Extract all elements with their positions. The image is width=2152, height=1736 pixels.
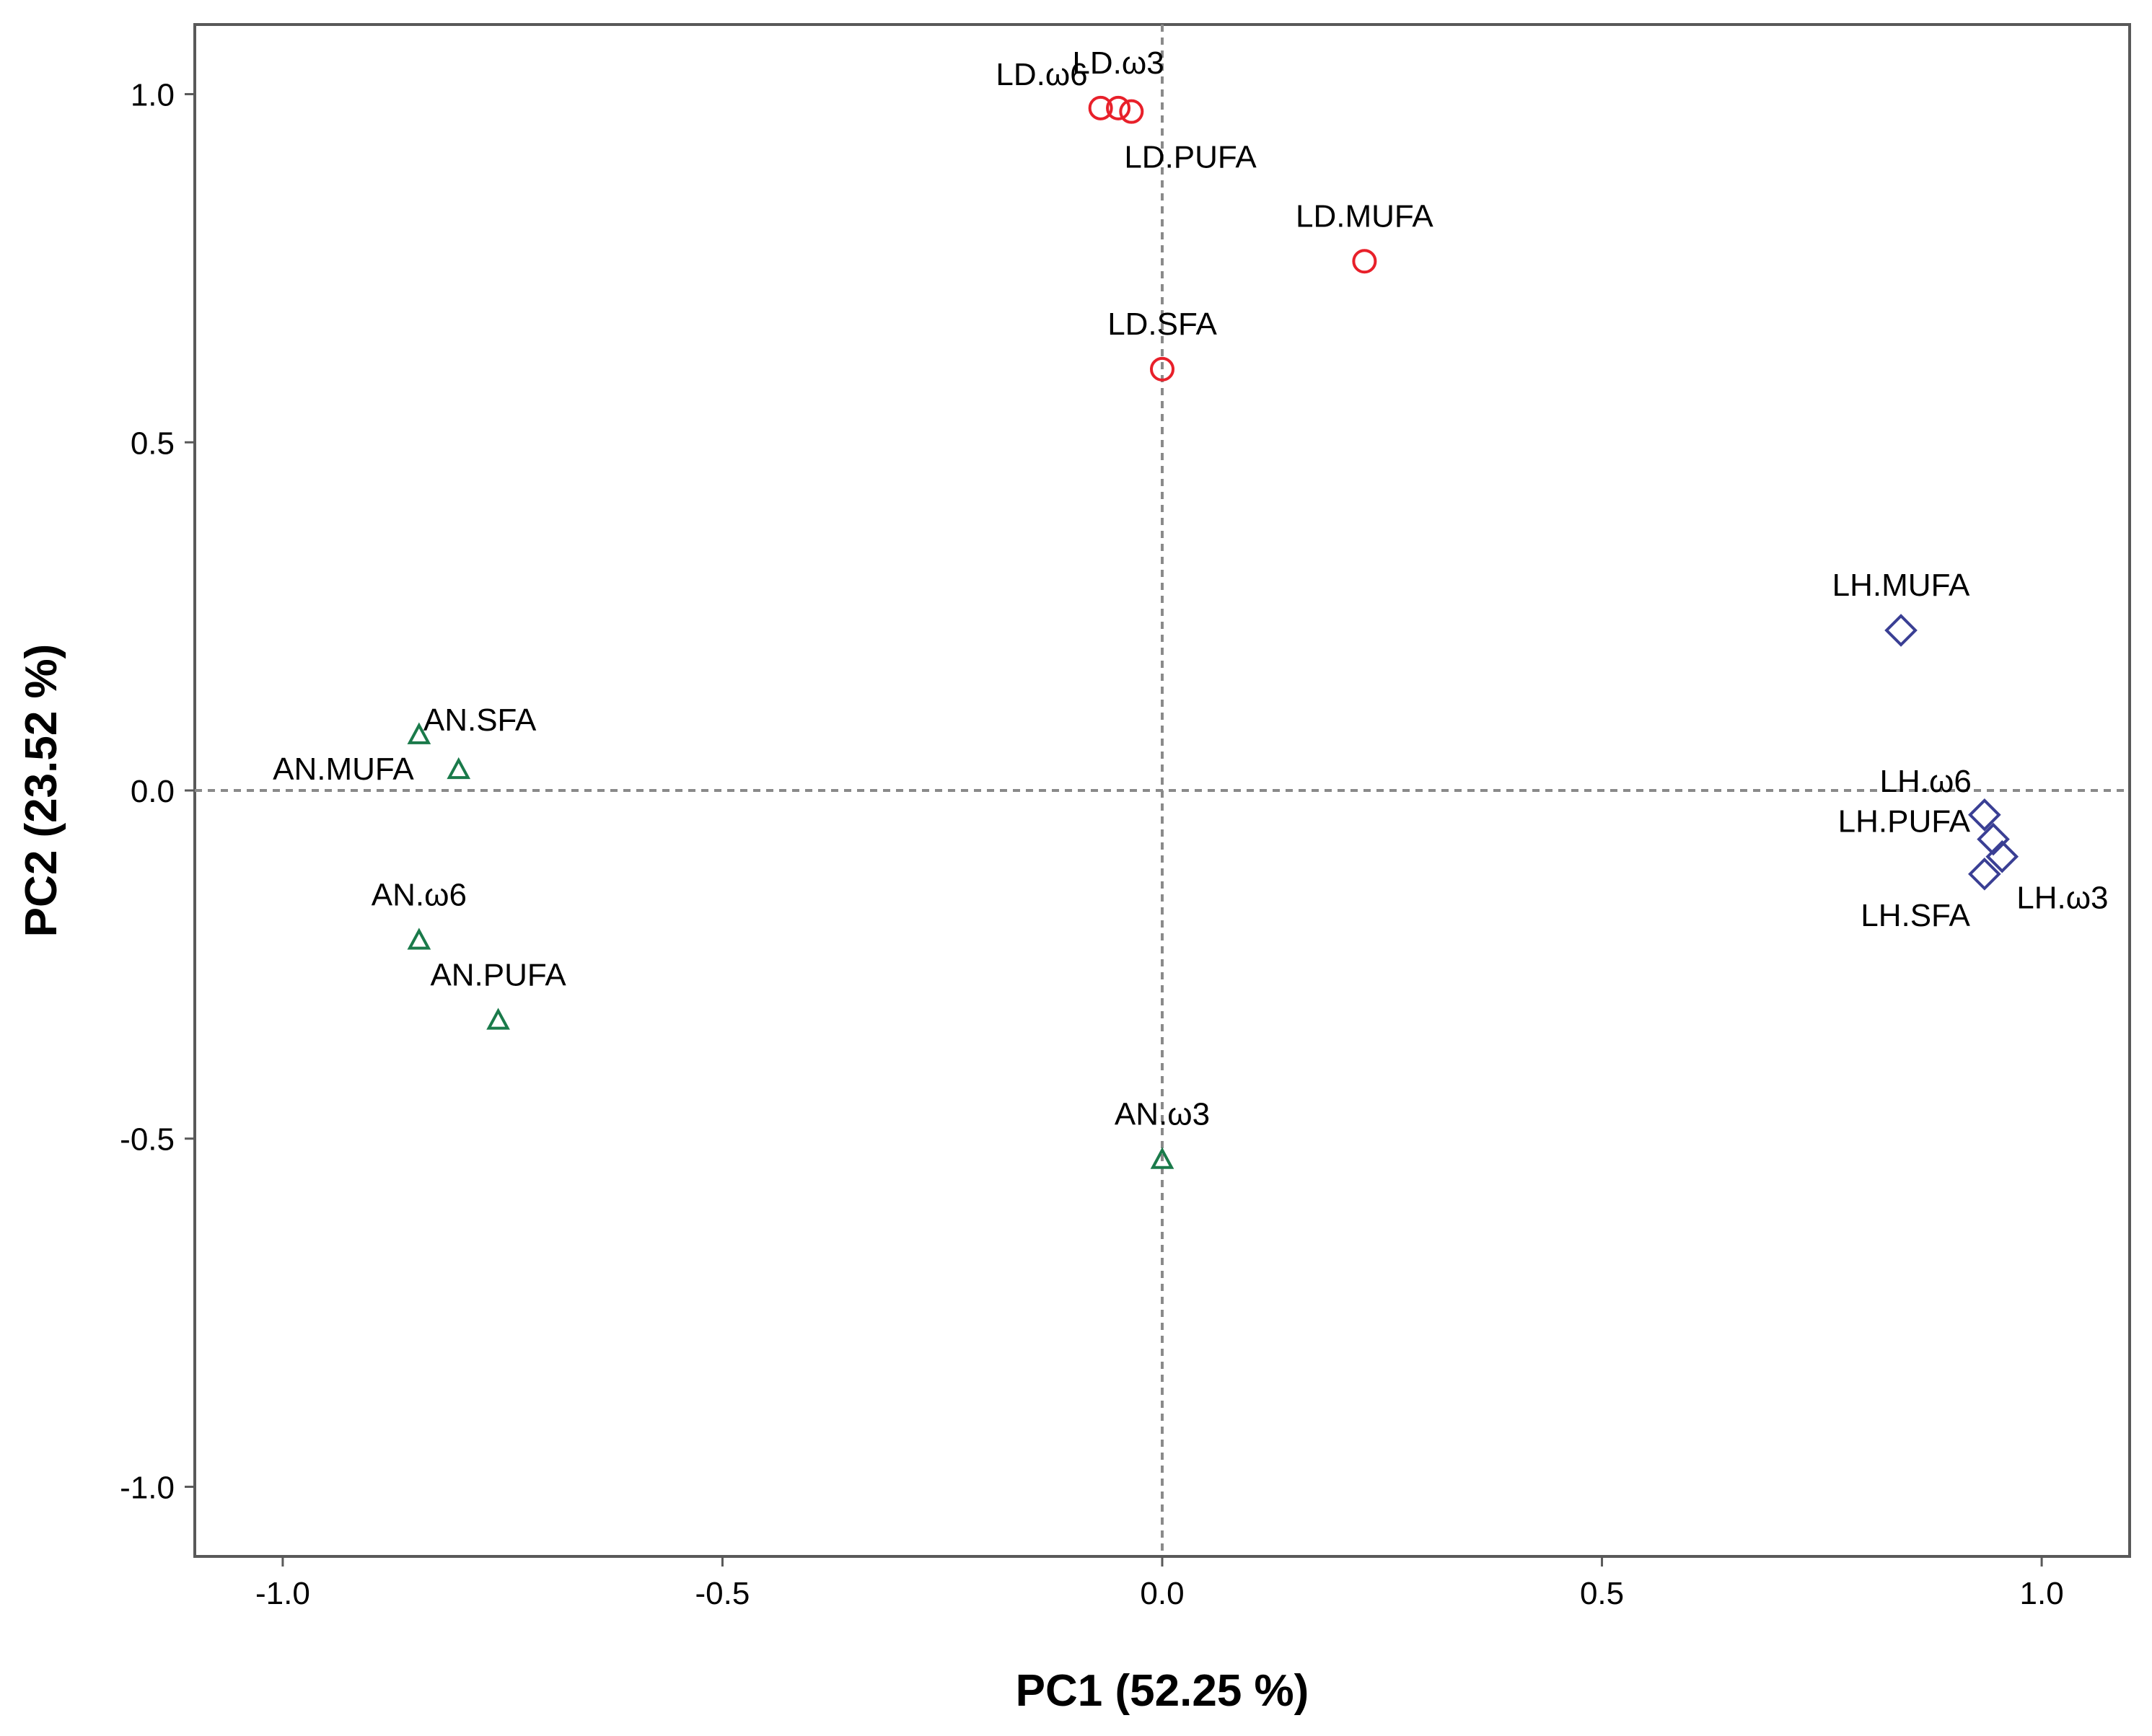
label-an-3: AN.ω3 [1115, 1097, 1210, 1132]
label-ld-mufa: LD.MUFA [1296, 198, 1433, 234]
y-tick-label: -1.0 [120, 1470, 175, 1505]
point-ld-mufa [1352, 249, 1377, 274]
point-an-pufa [486, 1008, 510, 1030]
x-axis-title: PC1 (52.25 %) [1016, 1666, 1309, 1716]
point-lh-mufa [1884, 614, 1918, 647]
x-tick-label: -0.5 [695, 1576, 750, 1611]
y-tick-label: 0.0 [131, 774, 175, 809]
x-tick-label: 1.0 [2020, 1576, 2064, 1611]
point-lh-sfa [1968, 858, 2001, 891]
point-an-3 [1150, 1147, 1174, 1169]
label-ld-pufa: LD.PUFA [1124, 140, 1257, 175]
label-lh-pufa: LH.PUFA [1838, 804, 1971, 840]
y-tick-label: 0.5 [131, 426, 175, 461]
point-lh-6 [1968, 798, 2001, 832]
y-tick-label: 1.0 [131, 78, 175, 113]
label-lh-3: LH.ω3 [2016, 881, 2108, 916]
data-points [407, 95, 2019, 1169]
x-tick-label: 0.0 [1140, 1576, 1184, 1611]
point-ld-sfa [1150, 356, 1174, 382]
x-axis: -1.0 -0.5 0.0 0.5 1.0 [255, 1556, 2064, 1611]
label-ld-6: LD.ω6 [996, 57, 1087, 92]
label-lh-sfa: LH.SFA [1861, 898, 1970, 933]
label-an-pufa: AN.PUFA [430, 958, 566, 993]
x-tick-label: 0.5 [1580, 1576, 1624, 1611]
label-lh-mufa: LH.MUFA [1832, 568, 1970, 603]
x-tick-label: -1.0 [255, 1576, 310, 1611]
point-ld-6 [1088, 95, 1113, 120]
label-an-6: AN.ω6 [372, 878, 467, 913]
y-tick-label: -0.5 [120, 1122, 175, 1158]
y-axis: -1.0 -0.5 0.0 0.5 1.0 [120, 78, 195, 1505]
point-an-sfa [407, 722, 431, 744]
label-an-sfa: AN.SFA [423, 702, 537, 738]
label-ld-3: LD.ω3 [1072, 45, 1164, 81]
label-ld-sfa: LD.SFA [1107, 307, 1217, 342]
y-axis-title: PC2 (23.52 %) [17, 644, 66, 938]
point-an-mufa [447, 757, 471, 780]
point-ld-3 [1106, 95, 1131, 120]
point-an-6 [407, 928, 431, 950]
point-lh-pufa [1977, 822, 2010, 856]
point-ld-pufa [1119, 99, 1144, 124]
label-an-mufa: AN.MUFA [273, 752, 414, 787]
label-lh-6: LH.ω6 [1880, 764, 1972, 799]
point-lh-3 [1985, 840, 2019, 873]
